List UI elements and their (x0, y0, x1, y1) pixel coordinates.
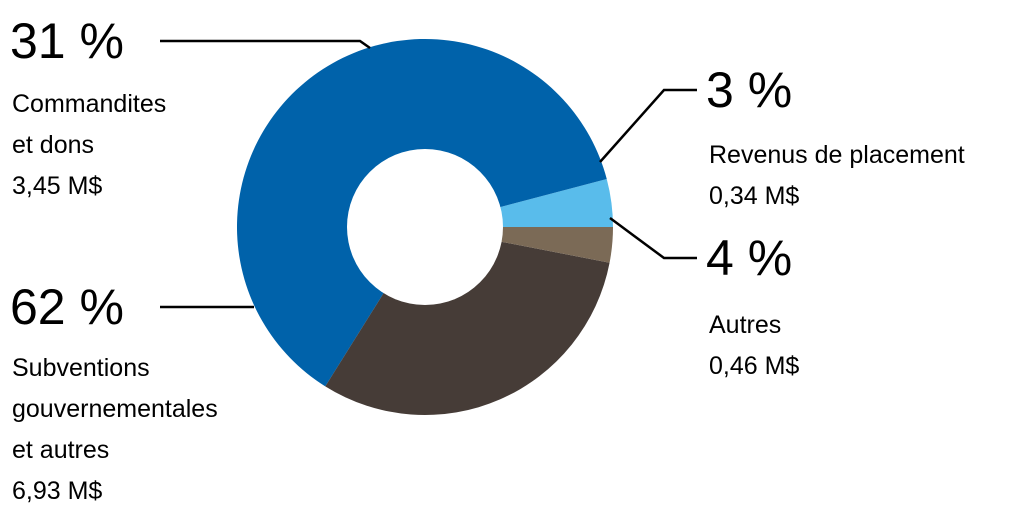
leader-line-placement (599, 88, 697, 163)
label-placement-text: Revenus de placement 0,34 M$ (709, 135, 965, 217)
label-commandites-amount: 3,45 M$ (12, 172, 103, 200)
label-subventions-line: et autres (12, 436, 110, 464)
leader-line-autres (609, 216, 697, 260)
label-autres-amount: 0,46 M$ (709, 352, 800, 380)
label-commandites-percent: 31 % (10, 13, 124, 69)
label-commandites-text: Commandites et dons 3,45 M$ (12, 84, 166, 207)
label-commandites-line: Commandites (12, 90, 167, 118)
label-commandites-line: et dons (12, 131, 95, 159)
label-autres-line: Autres (709, 311, 782, 339)
label-subventions-text: Subventions gouvernementales et autres 6… (12, 348, 218, 510)
label-placement-line: Revenus de placement (709, 141, 965, 169)
leader-line-commandites (160, 39, 371, 50)
label-autres-percent: 4 % (706, 230, 793, 286)
label-placement-amount: 0,34 M$ (709, 182, 800, 210)
label-placement-percent: 3 % (706, 62, 793, 118)
label-subventions-line: Subventions (12, 354, 150, 382)
donut-hole (347, 149, 503, 305)
label-subventions-amount: 6,93 M$ (12, 477, 103, 505)
label-subventions-percent: 62 % (10, 279, 124, 335)
label-autres-text: Autres 0,46 M$ (709, 305, 799, 387)
label-subventions-line: gouvernementales (12, 395, 218, 423)
leader-lines (160, 39, 697, 309)
